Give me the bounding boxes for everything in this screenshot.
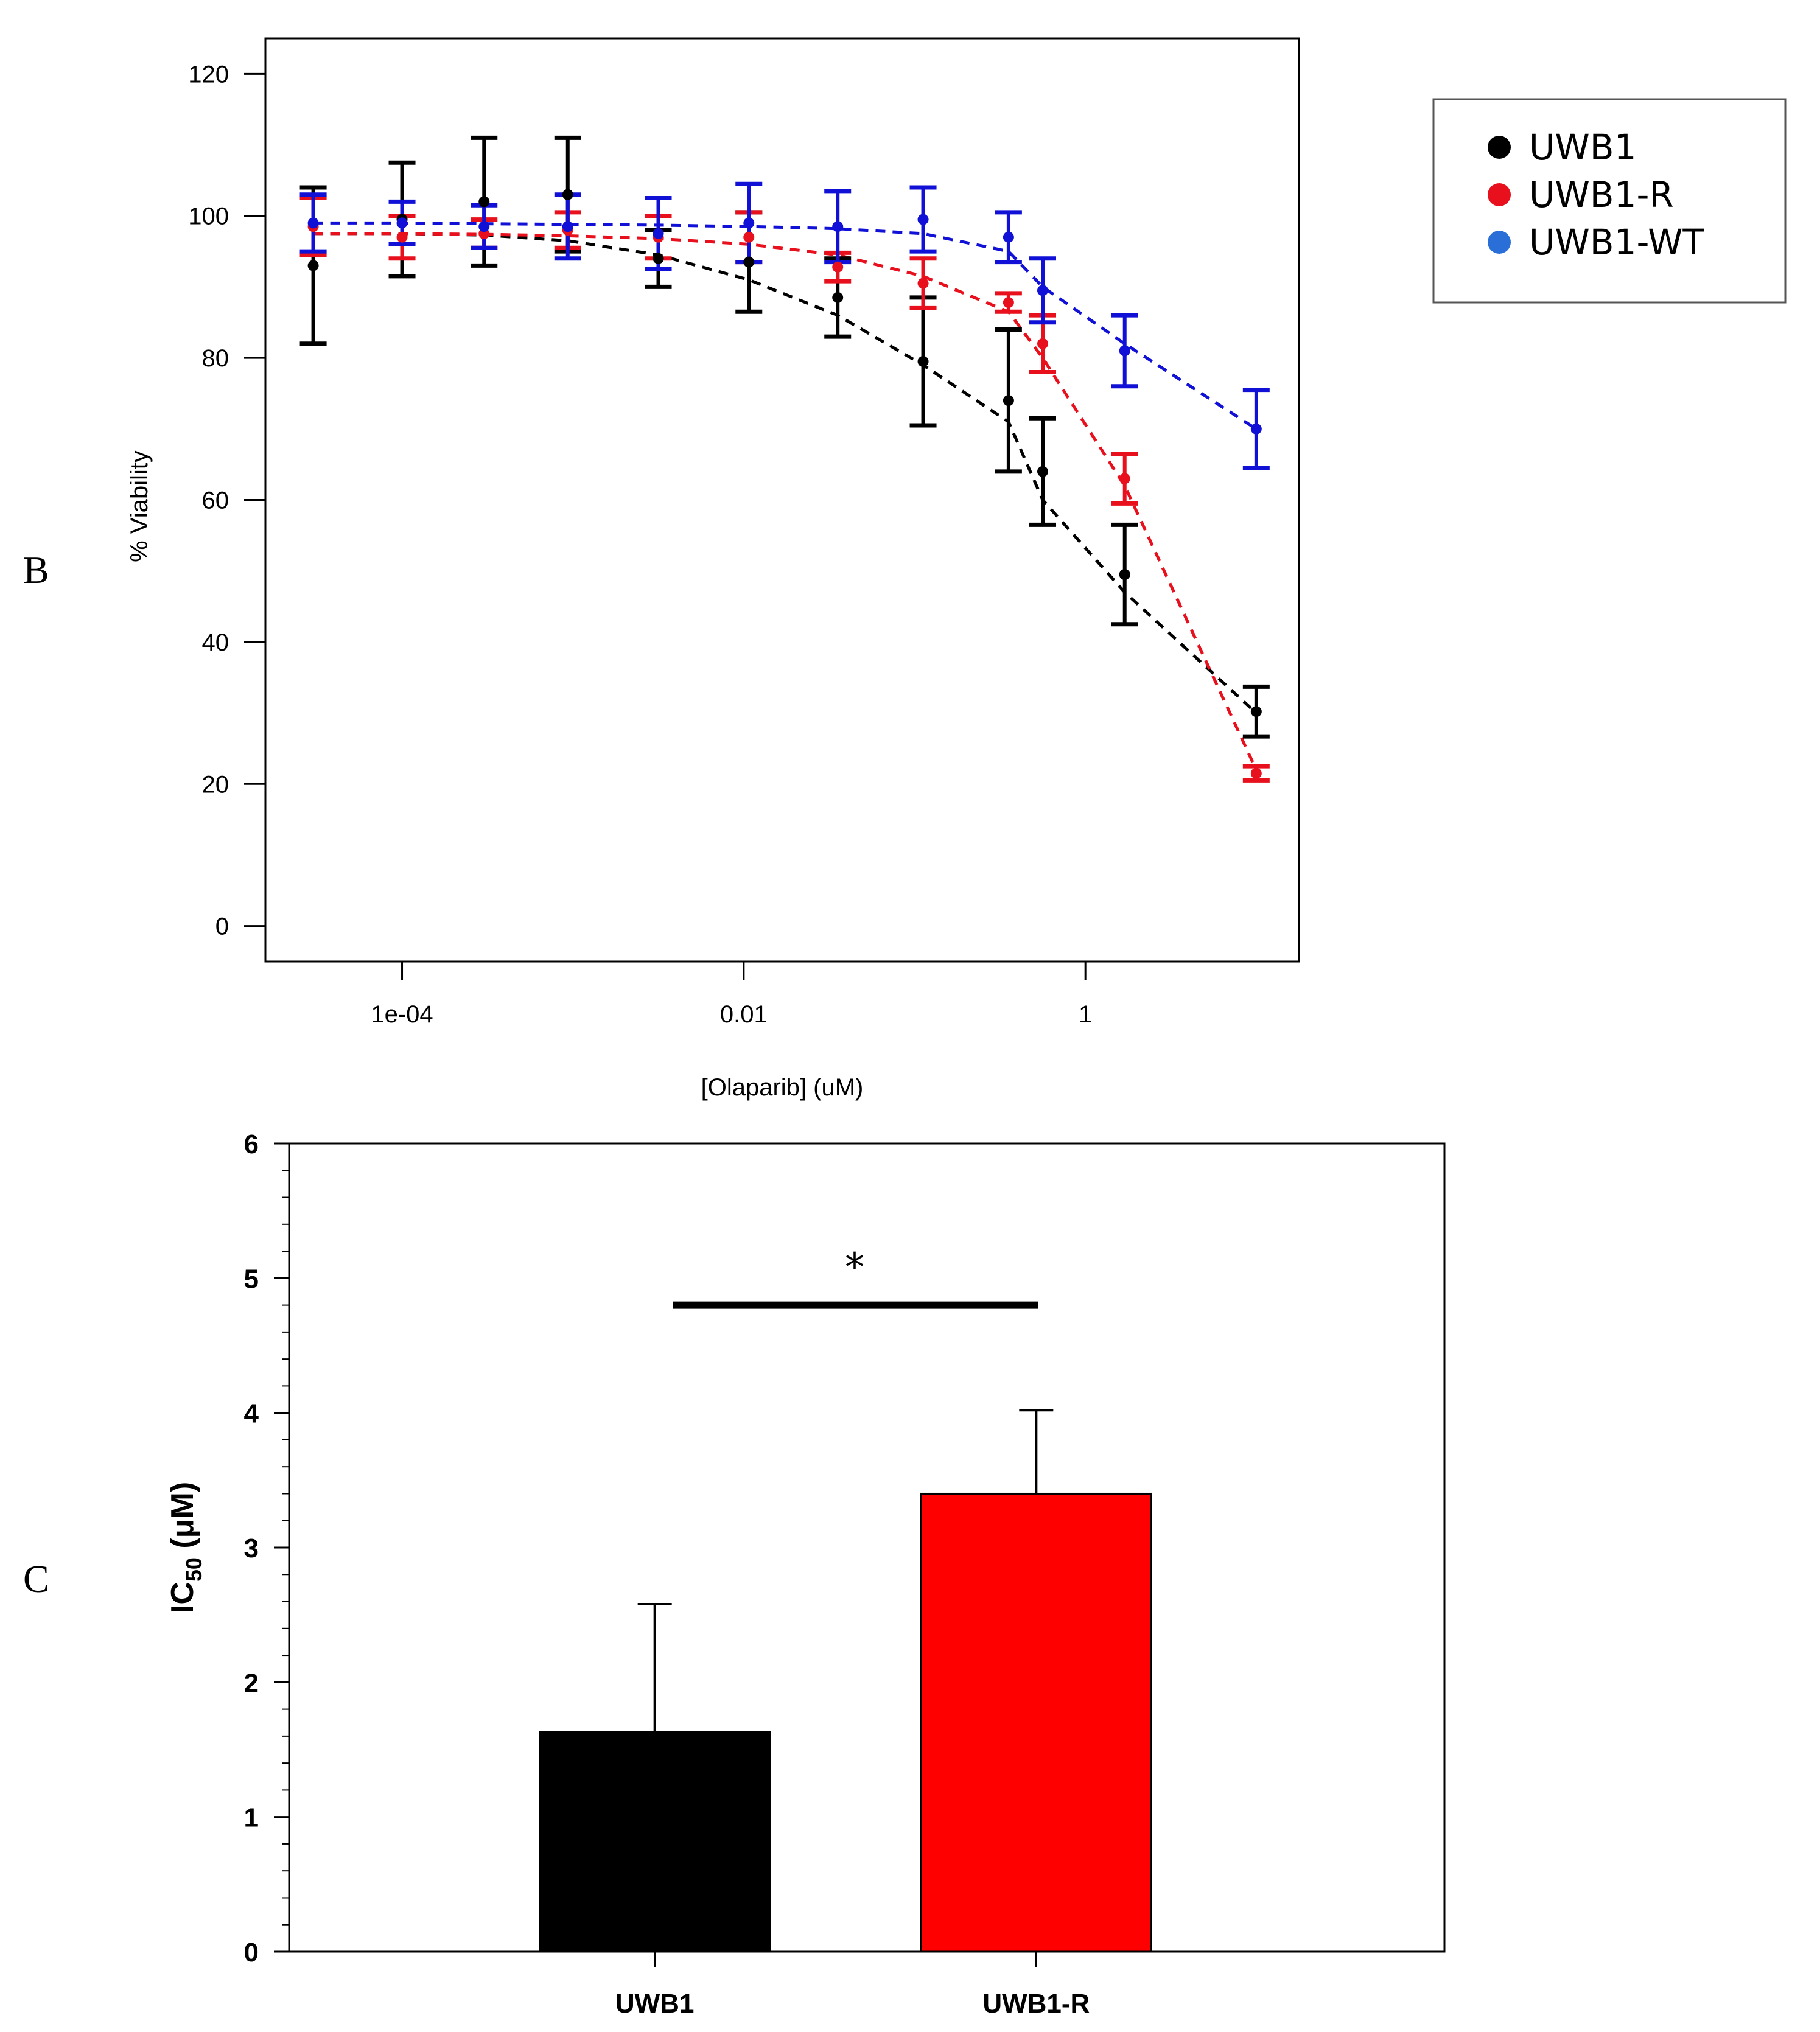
y-tick-label-c: 1 [244, 1803, 259, 1833]
point-uwb1-wt [1250, 423, 1262, 435]
y-tick-label-c: 6 [244, 1129, 259, 1159]
point-uwb1-wt [1003, 231, 1014, 243]
fit-curve-uwb1-wt [313, 221, 1258, 430]
fit-curve-uwb1-r [313, 232, 1258, 770]
y-tick-label-b: 80 [202, 345, 229, 372]
x-tick-label-c: UWB1 [615, 1989, 695, 2019]
y-axis-title-unit: (μM) [165, 1482, 200, 1557]
legend-marker-uwb1-r [1488, 183, 1511, 206]
point-uwb1-wt [1037, 285, 1049, 296]
point-uwb1-r [832, 261, 844, 273]
point-uwb1 [1037, 466, 1049, 477]
point-uwb1 [1003, 395, 1014, 407]
error-bar-uwb1 [637, 1602, 672, 1733]
y-tick-label-c: 3 [244, 1534, 259, 1563]
x-axis-title-b: [Olaparib] (uM) [701, 1074, 864, 1101]
point-uwb1 [743, 256, 755, 268]
point-uwb1-r [917, 278, 929, 289]
point-uwb1-r [743, 231, 755, 243]
bar-uwb1-r [920, 1492, 1152, 1953]
legend-marker-uwb1-wt [1488, 231, 1511, 254]
bars [539, 1492, 1152, 1953]
point-uwb1-r [1037, 338, 1049, 349]
y-axis-title-b: % Viability [126, 450, 153, 562]
point-uwb1 [307, 260, 319, 271]
legend-label-uwb1-r: UWB1-R [1529, 174, 1674, 215]
point-uwb1 [562, 189, 573, 200]
error-bars-c [637, 1409, 1054, 1733]
significance-star: * [845, 1246, 864, 1291]
legend: UWB1 UWB1-R UWB1-WT [1432, 98, 1787, 304]
y-tick-label-b: 0 [215, 913, 229, 940]
point-uwb1 [478, 196, 490, 208]
axes-b: 0 20 40 60 80 100 120 1e-04 0.01 1 [188, 61, 1092, 1028]
point-uwb1-wt [832, 221, 844, 232]
dose-response-chart: 0 20 40 60 80 100 120 1e-04 0.01 1 [Olaparib] (uM… [126, 37, 1300, 1101]
point-uwb1 [832, 292, 844, 303]
point-uwb1-wt [396, 217, 408, 229]
y-tick-label-c: 0 [244, 1938, 259, 1967]
y-tick-label-b: 100 [188, 203, 229, 230]
bar-uwb1 [539, 1731, 771, 1953]
x-tick-label-b: 1 [1079, 1001, 1092, 1028]
point-uwb1-wt [653, 228, 664, 239]
point-uwb1-wt [743, 217, 755, 229]
y-tick-label-b: 40 [202, 629, 229, 656]
data-points [307, 189, 1262, 779]
point-uwb1 [653, 253, 664, 264]
x-tick-label-c: UWB1-R [982, 1989, 1090, 2019]
fit-curves [313, 221, 1258, 770]
x-tick-label-b: 0.01 [720, 1001, 768, 1028]
significance-marker: * [673, 1246, 1038, 1309]
y-tick-label-c: 2 [244, 1668, 259, 1698]
y-tick-label-c: 5 [244, 1264, 259, 1294]
point-uwb1-r [1003, 297, 1014, 309]
y-axis-title-c: IC50 (μM) [165, 1482, 206, 1613]
point-uwb1-wt [562, 221, 573, 232]
fit-curve-uwb1 [313, 232, 1258, 714]
point-uwb1 [917, 355, 929, 367]
axes-c: 0 1 2 3 4 5 6 UWB1 UWB1-R [244, 1129, 1090, 2019]
point-uwb1 [1119, 569, 1130, 581]
point-uwb1-wt [307, 217, 319, 229]
point-uwb1-r [396, 231, 408, 243]
ic50-bar-chart: 0 1 2 3 4 5 6 UWB1 UWB1-R * IC50 (μM) [165, 1129, 1446, 2019]
plot-frame-c [288, 1142, 1446, 1953]
legend-label-uwb1-wt: UWB1-WT [1529, 222, 1704, 263]
y-axis-title-sub: 50 [181, 1557, 206, 1582]
error-bars-b [299, 135, 1270, 783]
plot-frame-b [264, 37, 1300, 963]
y-tick-label-b: 60 [202, 487, 229, 514]
point-uwb1 [1250, 706, 1262, 717]
y-tick-label-b: 120 [188, 61, 229, 88]
error-bar-uwb1-r [1019, 1409, 1054, 1494]
point-uwb1-wt [1119, 345, 1130, 357]
y-axis-title-main: IC [165, 1582, 200, 1613]
panel-label-c: C [23, 1557, 49, 1601]
point-uwb1-wt [917, 214, 929, 225]
point-uwb1-r [1250, 767, 1262, 779]
legend-label-uwb1: UWB1 [1529, 127, 1637, 168]
y-tick-label-c: 4 [244, 1399, 259, 1429]
y-tick-label-b: 20 [202, 771, 229, 798]
x-tick-label-b: 1e-04 [371, 1001, 433, 1028]
point-uwb1-wt [478, 221, 490, 232]
panel-label-b: B [23, 548, 49, 592]
legend-marker-uwb1 [1488, 136, 1511, 159]
point-uwb1-r [1119, 473, 1130, 484]
